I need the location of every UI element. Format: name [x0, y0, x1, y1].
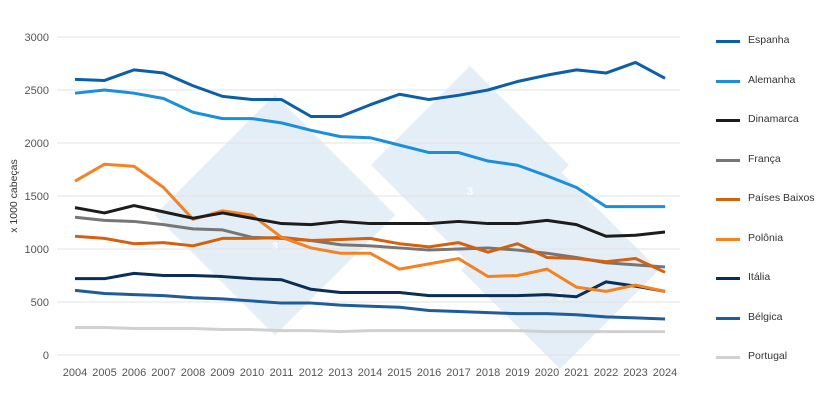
series-line-frança: [74, 215, 666, 269]
y-tick-label: 2000: [25, 138, 49, 150]
y-tick-label: 3000: [25, 32, 49, 44]
legend-label: Bélgica: [748, 310, 783, 323]
series-line-portugal: [75, 325, 665, 334]
svg-text:3: 3: [272, 241, 278, 253]
x-tick-label: 2015: [387, 367, 411, 379]
legend-swatch: [716, 356, 740, 359]
y-tick-label: 0: [43, 350, 49, 362]
legend-swatch: [716, 158, 740, 162]
legend-swatch: [716, 119, 740, 122]
series-line-espanha: [74, 60, 666, 118]
legend-swatch: [716, 79, 740, 83]
x-tick-label: 2020: [535, 367, 559, 379]
series-line-alemanha: [74, 88, 665, 209]
y-tick-label: 2500: [25, 85, 49, 97]
legend-swatch: [716, 198, 740, 201]
x-tick-label: 2005: [92, 367, 116, 379]
x-tick-label: 2006: [122, 367, 146, 379]
x-tick-label: 2022: [594, 367, 618, 379]
x-tick-label: 2014: [358, 367, 382, 379]
x-tick-label: 2016: [417, 367, 441, 379]
x-tick-label: 2012: [299, 367, 323, 379]
legend-label: Países Baixos: [748, 192, 815, 204]
series-line-dinamarca: [74, 204, 666, 238]
y-axis-label: x 1000 cabeças: [8, 159, 20, 233]
x-tick-label: 2008: [181, 367, 205, 379]
legend-label: Polônia: [748, 231, 784, 244]
legend-swatch: [716, 277, 740, 280]
x-tick-label: 2013: [328, 367, 352, 379]
x-tick-label: 2018: [476, 367, 500, 379]
series-line-bélgica: [74, 288, 666, 321]
x-tick-label: 2009: [210, 367, 234, 379]
series-line-países-baixos: [74, 234, 666, 274]
x-tick-label: 2023: [623, 367, 647, 379]
x-tick-label: 2007: [151, 367, 175, 379]
legend-label: Portugal: [748, 350, 788, 362]
legend-label: Alemanha: [748, 73, 796, 86]
svg-text:3: 3: [467, 186, 473, 198]
y-tick-label: 1500: [25, 191, 49, 203]
series-line-polônia: [74, 162, 666, 293]
legend-label: Itália: [748, 271, 771, 283]
x-tick-label: 2011: [270, 367, 294, 379]
x-tick-label: 2017: [446, 367, 470, 379]
legend-swatch: [716, 237, 740, 241]
x-tick-label: 2019: [505, 367, 529, 379]
y-tick-label: 1000: [25, 244, 49, 256]
x-tick-label: 2010: [240, 367, 264, 379]
legend-label: França: [748, 152, 781, 165]
legend-label: Espanha: [748, 34, 790, 46]
y-tick-label: 500: [31, 297, 49, 309]
legend-swatch: [716, 316, 740, 320]
legend-swatch: [716, 40, 740, 43]
watermark-logo: 3 3 3: [154, 66, 659, 369]
x-tick-label: 2021: [564, 367, 588, 379]
legend-label: Dinamarca: [748, 113, 799, 125]
series-line-itália: [75, 271, 666, 299]
x-tick-label: 2024: [653, 367, 677, 379]
x-tick-label: 2004: [63, 367, 87, 379]
